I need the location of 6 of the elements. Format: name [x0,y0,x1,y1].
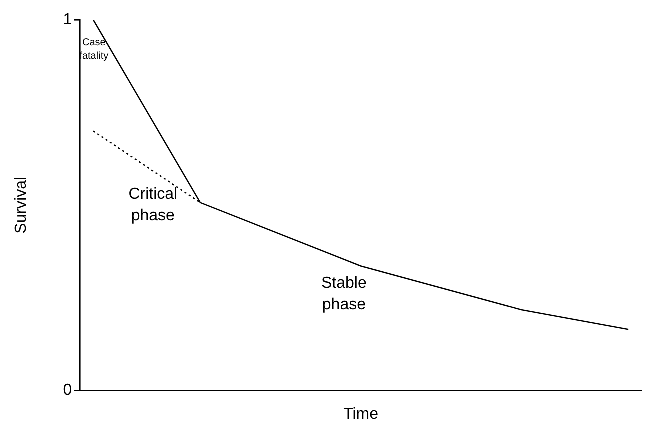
y-tick-label: 0 [63,382,72,400]
y-tick-label: 1 [63,11,72,28]
annotation: Stable phase [322,275,367,314]
x-axis-title: Time [344,406,379,423]
annotation: Critical phase [128,186,178,225]
y-axis-title: Survival [13,176,30,234]
